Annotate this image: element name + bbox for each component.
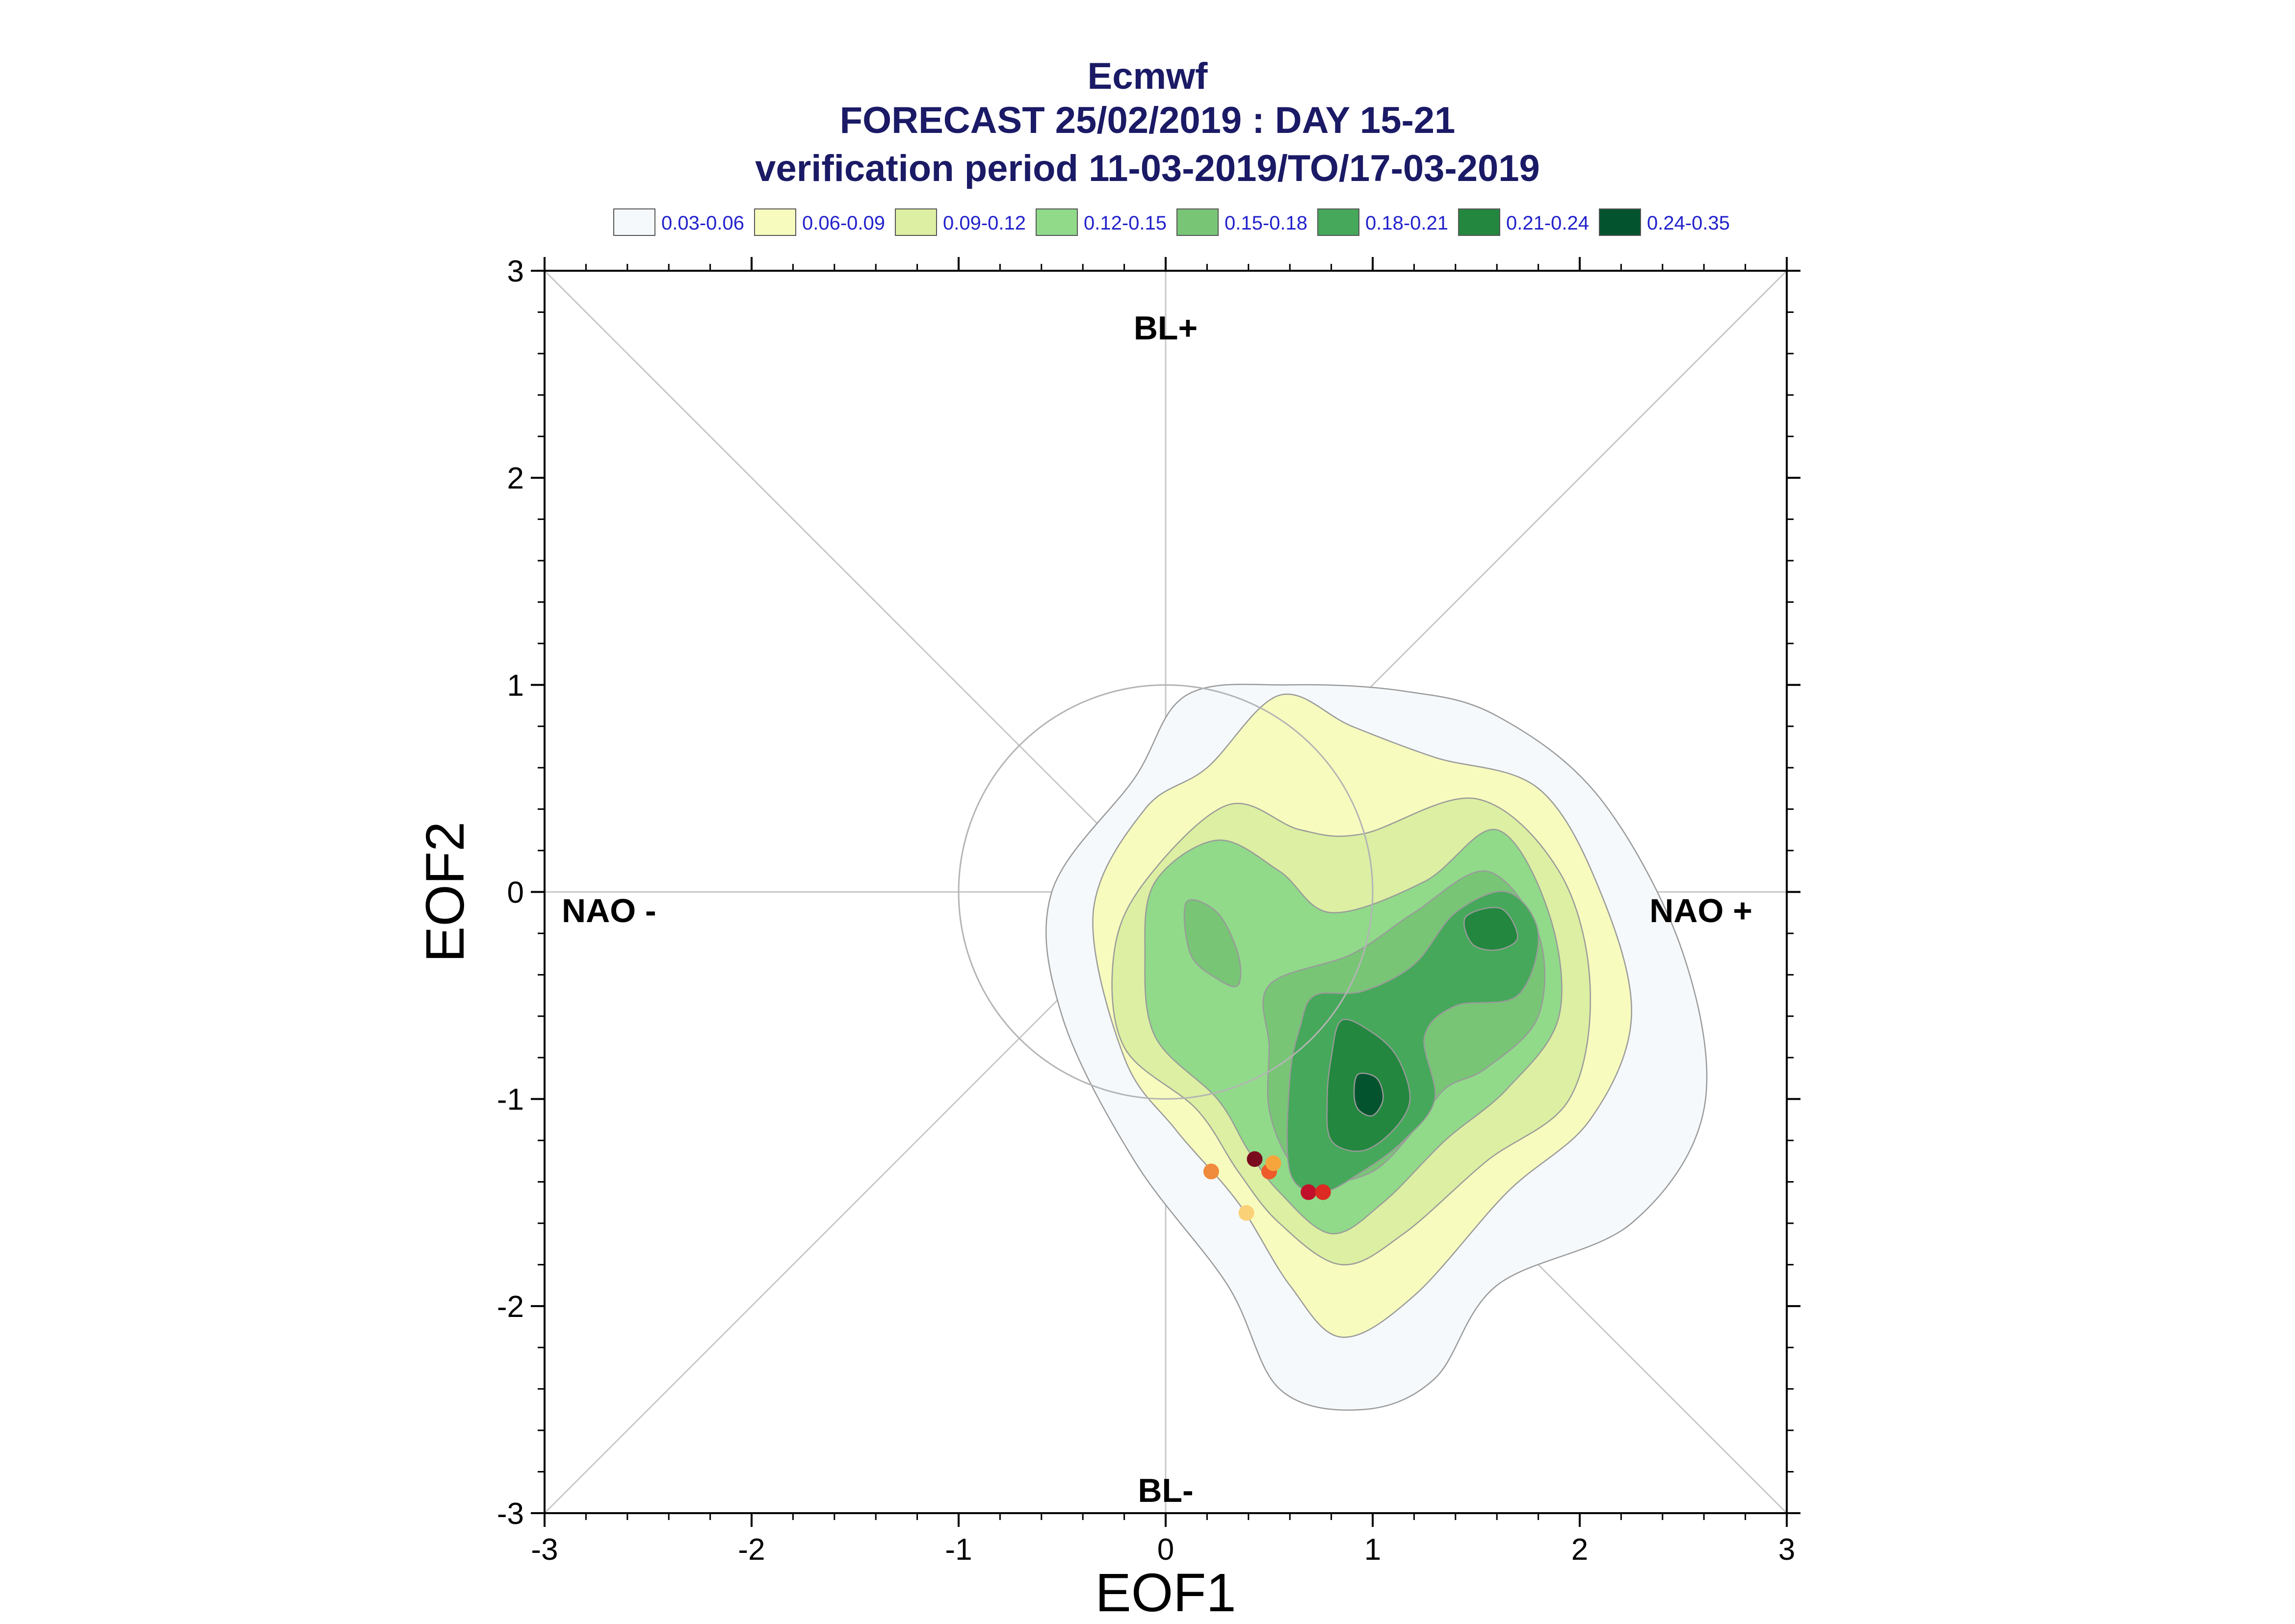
- legend-label: 0.03-0.06: [661, 212, 745, 234]
- x-axis-title: EOF1: [1095, 1563, 1236, 1623]
- data-point: [1315, 1184, 1331, 1200]
- data-point: [1265, 1155, 1281, 1171]
- regime-label-bl-plus: BL+: [1134, 309, 1198, 347]
- y-axis-title: EOF2: [415, 822, 475, 962]
- legend-swatch: [1176, 208, 1219, 236]
- legend-swatch: [895, 208, 937, 236]
- legend-label: 0.12-0.15: [1084, 212, 1167, 234]
- density-contour: [1183, 899, 1242, 987]
- legend-label: 0.18-0.21: [1365, 212, 1449, 234]
- title-line-3: verification period 11-03-2019/TO/17-03-…: [755, 148, 1540, 189]
- legend-label: 0.21-0.24: [1506, 212, 1590, 234]
- legend-label: 0.09-0.12: [943, 212, 1026, 234]
- x-tick-label: -3: [531, 1533, 558, 1567]
- legend-label: 0.06-0.09: [802, 212, 886, 234]
- legend-swatch: [1036, 208, 1078, 236]
- density-contour: [1463, 906, 1518, 951]
- data-point: [1247, 1151, 1263, 1167]
- legend-swatch: [1458, 208, 1500, 236]
- legend-label: 0.15-0.18: [1225, 212, 1308, 234]
- y-tick-label: 2: [507, 462, 524, 495]
- x-tick-label: 3: [1778, 1533, 1795, 1567]
- density-contour: [1353, 1072, 1384, 1117]
- title-line-1: Ecmwf: [1087, 55, 1208, 97]
- x-tick-label: 2: [1571, 1533, 1588, 1567]
- x-tick-label: -2: [738, 1533, 765, 1567]
- legend-label: 0.24-0.35: [1647, 212, 1730, 234]
- y-tick-label: 3: [507, 255, 524, 288]
- regime-label-nao-plus: NAO +: [1649, 892, 1752, 929]
- y-tick-label: 1: [507, 669, 524, 702]
- y-tick-label: -1: [497, 1083, 524, 1117]
- data-point: [1238, 1205, 1254, 1221]
- x-tick-label: 0: [1157, 1533, 1174, 1567]
- legend-swatch: [754, 208, 796, 236]
- data-point: [1301, 1184, 1317, 1200]
- data-point: [1203, 1163, 1219, 1180]
- legend-swatch: [1317, 208, 1359, 236]
- y-tick-label: 0: [507, 876, 524, 910]
- x-tick-label: -1: [945, 1533, 972, 1567]
- x-tick-label: 1: [1364, 1533, 1381, 1567]
- y-tick-label: -2: [497, 1290, 524, 1324]
- regime-label-bl-minus: BL-: [1138, 1472, 1193, 1509]
- title-line-2: FORECAST 25/02/2019 : DAY 15-21: [839, 100, 1456, 141]
- legend-swatch: [1599, 208, 1641, 236]
- regime-label-nao-minus: NAO -: [562, 892, 656, 929]
- y-tick-label: -3: [497, 1497, 524, 1531]
- unit-circle: [958, 684, 1374, 1100]
- legend-swatch: [613, 208, 655, 236]
